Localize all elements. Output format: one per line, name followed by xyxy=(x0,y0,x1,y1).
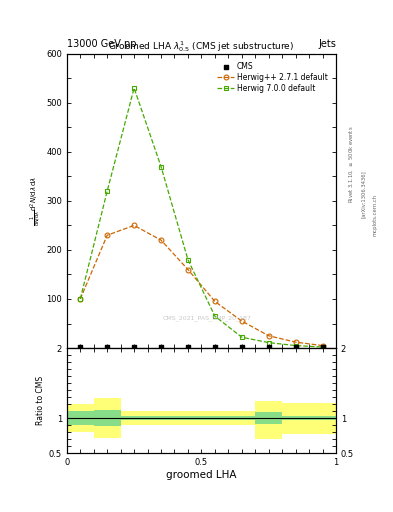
Herwig 7.0.0 default xyxy=(213,313,217,319)
Herwig 7.0.0 default xyxy=(239,334,244,340)
CMS xyxy=(131,343,137,351)
Text: 13000 GeV pp: 13000 GeV pp xyxy=(67,38,136,49)
Herwig 7.0.0 default xyxy=(132,85,136,91)
Title: Groomed LHA $\lambda^{1}_{0.5}$ (CMS jet substructure): Groomed LHA $\lambda^{1}_{0.5}$ (CMS jet… xyxy=(108,39,294,54)
CMS xyxy=(104,343,110,351)
CMS xyxy=(185,343,191,351)
CMS xyxy=(212,343,218,351)
Herwig 7.0.0 default xyxy=(78,296,83,302)
Herwig++ 2.7.1 default xyxy=(293,339,298,345)
Herwig++ 2.7.1 default xyxy=(78,296,83,302)
Herwig 7.0.0 default xyxy=(159,163,163,169)
Legend: CMS, Herwig++ 2.7.1 default, Herwig 7.0.0 default: CMS, Herwig++ 2.7.1 default, Herwig 7.0.… xyxy=(216,60,329,94)
Line: Herwig++ 2.7.1 default: Herwig++ 2.7.1 default xyxy=(78,223,325,348)
CMS xyxy=(266,343,272,351)
Herwig 7.0.0 default xyxy=(320,344,325,350)
Text: Jets: Jets xyxy=(318,38,336,49)
Herwig++ 2.7.1 default xyxy=(213,298,217,305)
Herwig 7.0.0 default xyxy=(293,343,298,349)
Herwig 7.0.0 default xyxy=(185,257,190,263)
Herwig 7.0.0 default xyxy=(105,188,110,194)
Text: mcplots.cern.ch: mcplots.cern.ch xyxy=(373,194,378,236)
Herwig++ 2.7.1 default xyxy=(185,266,190,272)
Text: CMS_2021_PAS_SMP_20_187: CMS_2021_PAS_SMP_20_187 xyxy=(162,316,251,322)
Y-axis label: Ratio to CMS: Ratio to CMS xyxy=(36,376,45,425)
X-axis label: groomed LHA: groomed LHA xyxy=(166,470,237,480)
Herwig++ 2.7.1 default xyxy=(239,318,244,324)
Text: [arXiv:1306.3436]: [arXiv:1306.3436] xyxy=(361,170,366,219)
Text: Rivet 3.1.10, $\geq$ 500k events: Rivet 3.1.10, $\geq$ 500k events xyxy=(348,125,356,203)
CMS xyxy=(239,343,245,351)
Herwig 7.0.0 default xyxy=(266,339,271,346)
Herwig++ 2.7.1 default xyxy=(159,237,163,243)
CMS xyxy=(320,343,326,351)
Herwig++ 2.7.1 default xyxy=(266,333,271,339)
CMS xyxy=(77,343,83,351)
CMS xyxy=(158,343,164,351)
CMS xyxy=(292,343,299,351)
Herwig++ 2.7.1 default xyxy=(132,222,136,228)
Line: Herwig 7.0.0 default: Herwig 7.0.0 default xyxy=(78,86,325,350)
Herwig++ 2.7.1 default xyxy=(105,232,110,238)
Y-axis label: $\frac{1}{\mathrm{d}N/\mathrm{d}\lambda}\mathrm{d}^2N/\mathrm{d}\lambda\,\mathrm: $\frac{1}{\mathrm{d}N/\mathrm{d}\lambda}… xyxy=(29,176,43,226)
Herwig++ 2.7.1 default xyxy=(320,343,325,349)
